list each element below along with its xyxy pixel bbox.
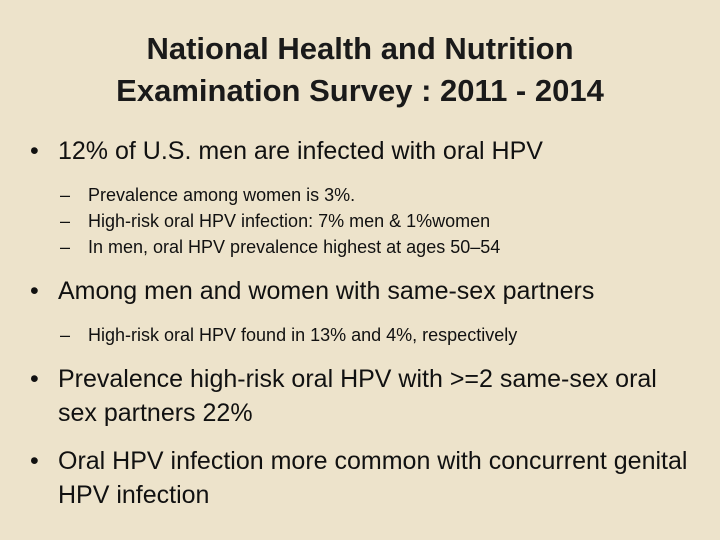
- sub-bullet-item: – High-risk oral HPV found in 13% and 4%…: [60, 322, 700, 348]
- sub-bullet-text: Prevalence among women is 3%.: [88, 185, 356, 205]
- sub-bullet-item: – High-risk oral HPV infection: 7% men &…: [60, 208, 700, 234]
- sub-bullet-text: High-risk oral HPV found in 13% and 4%, …: [88, 325, 518, 345]
- bullet-item-4: • Oral HPV infection more common with co…: [30, 444, 700, 512]
- sub-bullet-text: High-risk oral HPV infection: 7% men & 1…: [88, 211, 491, 231]
- bullet-marker: •: [30, 137, 39, 165]
- bullet-marker: •: [30, 277, 39, 305]
- bullet-text: 12% of U.S. men are infected with oral H…: [58, 137, 543, 165]
- title-line-2: Examination Survey : 2011 - 2014: [116, 73, 604, 108]
- sub-bullet-item: – Prevalence among women is 3%.: [60, 182, 700, 208]
- bullet-item-3: • Prevalence high-risk oral HPV with >=2…: [30, 362, 700, 430]
- bullet-item-2: • Among men and women with same-sex part…: [30, 274, 700, 308]
- sub-bullet-list-1: – Prevalence among women is 3%. – High-r…: [60, 182, 700, 260]
- bullet-list: • 12% of U.S. men are infected with oral…: [30, 134, 700, 512]
- dash-marker: –: [60, 185, 71, 205]
- bullet-marker: •: [30, 365, 39, 393]
- bullet-text: Oral HPV infection more common with conc…: [58, 447, 688, 509]
- bullet-text: Prevalence high-risk oral HPV with >=2 s…: [58, 365, 657, 427]
- sub-bullet-item: – In men, oral HPV prevalence highest at…: [60, 234, 700, 260]
- bullet-item-1: • 12% of U.S. men are infected with oral…: [30, 134, 700, 168]
- title-line-1: National Health and Nutrition: [146, 31, 574, 66]
- bullet-marker: •: [30, 447, 39, 475]
- dash-marker: –: [60, 237, 71, 257]
- slide-title: National Health and Nutrition Examinatio…: [40, 28, 680, 112]
- sub-bullet-list-2: – High-risk oral HPV found in 13% and 4%…: [60, 322, 700, 348]
- dash-marker: –: [60, 325, 71, 345]
- dash-marker: –: [60, 211, 71, 231]
- bullet-text: Among men and women with same-sex partne…: [58, 277, 595, 305]
- sub-bullet-text: In men, oral HPV prevalence highest at a…: [88, 237, 501, 257]
